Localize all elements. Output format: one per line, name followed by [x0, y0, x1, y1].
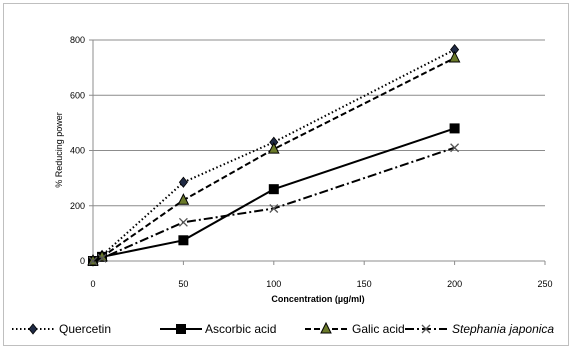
- y-tick-label: 0: [80, 256, 85, 266]
- data-point-x: [269, 204, 279, 213]
- data-point-x: [88, 256, 98, 266]
- series-stephania-japonica: [88, 143, 460, 266]
- legend-marker-square: [176, 324, 186, 334]
- data-point-x: [97, 253, 107, 263]
- x-tick-label: 250: [537, 279, 552, 289]
- x-tick-label: 200: [447, 279, 462, 289]
- x-tick-label: 150: [357, 279, 372, 289]
- y-tick-label: 600: [70, 90, 85, 100]
- x-axis-label: Concentration (µg/ml): [271, 294, 364, 304]
- legend-label: Galic acid: [352, 322, 405, 336]
- series-line: [92, 146, 455, 262]
- y-tick-label: 200: [70, 201, 85, 211]
- x-tick-label: 50: [178, 279, 188, 289]
- legend-item: Galic acid: [305, 321, 405, 336]
- data-point-triangle: [267, 142, 280, 154]
- legend-marker-triangle: [320, 321, 332, 334]
- series-line: [92, 57, 456, 262]
- series-quercetin: [88, 44, 460, 267]
- data-point-x: [450, 143, 460, 153]
- y-tick-label: 400: [70, 146, 85, 156]
- y-axis-label: % Reducing power: [54, 112, 64, 188]
- series-galic-acid: [87, 50, 461, 266]
- data-point-x: [178, 217, 188, 227]
- legend-label: Ascorbic acid: [205, 322, 276, 336]
- data-point-square: [449, 123, 460, 134]
- legend-item: Ascorbic acid: [160, 322, 276, 336]
- chart-frame: [3, 3, 569, 346]
- legend-label: Stephania japonica: [452, 322, 554, 336]
- legend-marker-x: [421, 324, 431, 334]
- data-point-square: [178, 235, 189, 246]
- series-line: [92, 48, 456, 262]
- data-point-triangle: [177, 193, 190, 205]
- legend-item: Stephania japonica: [405, 322, 554, 336]
- y-tick-label: 800: [70, 35, 85, 45]
- legend-item: Quercetin: [12, 322, 111, 336]
- data-point-diamond: [178, 176, 188, 188]
- legend-label: Quercetin: [59, 322, 111, 336]
- data-point-triangle: [448, 50, 461, 63]
- data-point-square: [268, 184, 279, 195]
- legend-marker-diamond: [28, 323, 38, 335]
- x-tick-label: 0: [90, 279, 95, 289]
- x-tick-label: 100: [266, 279, 281, 289]
